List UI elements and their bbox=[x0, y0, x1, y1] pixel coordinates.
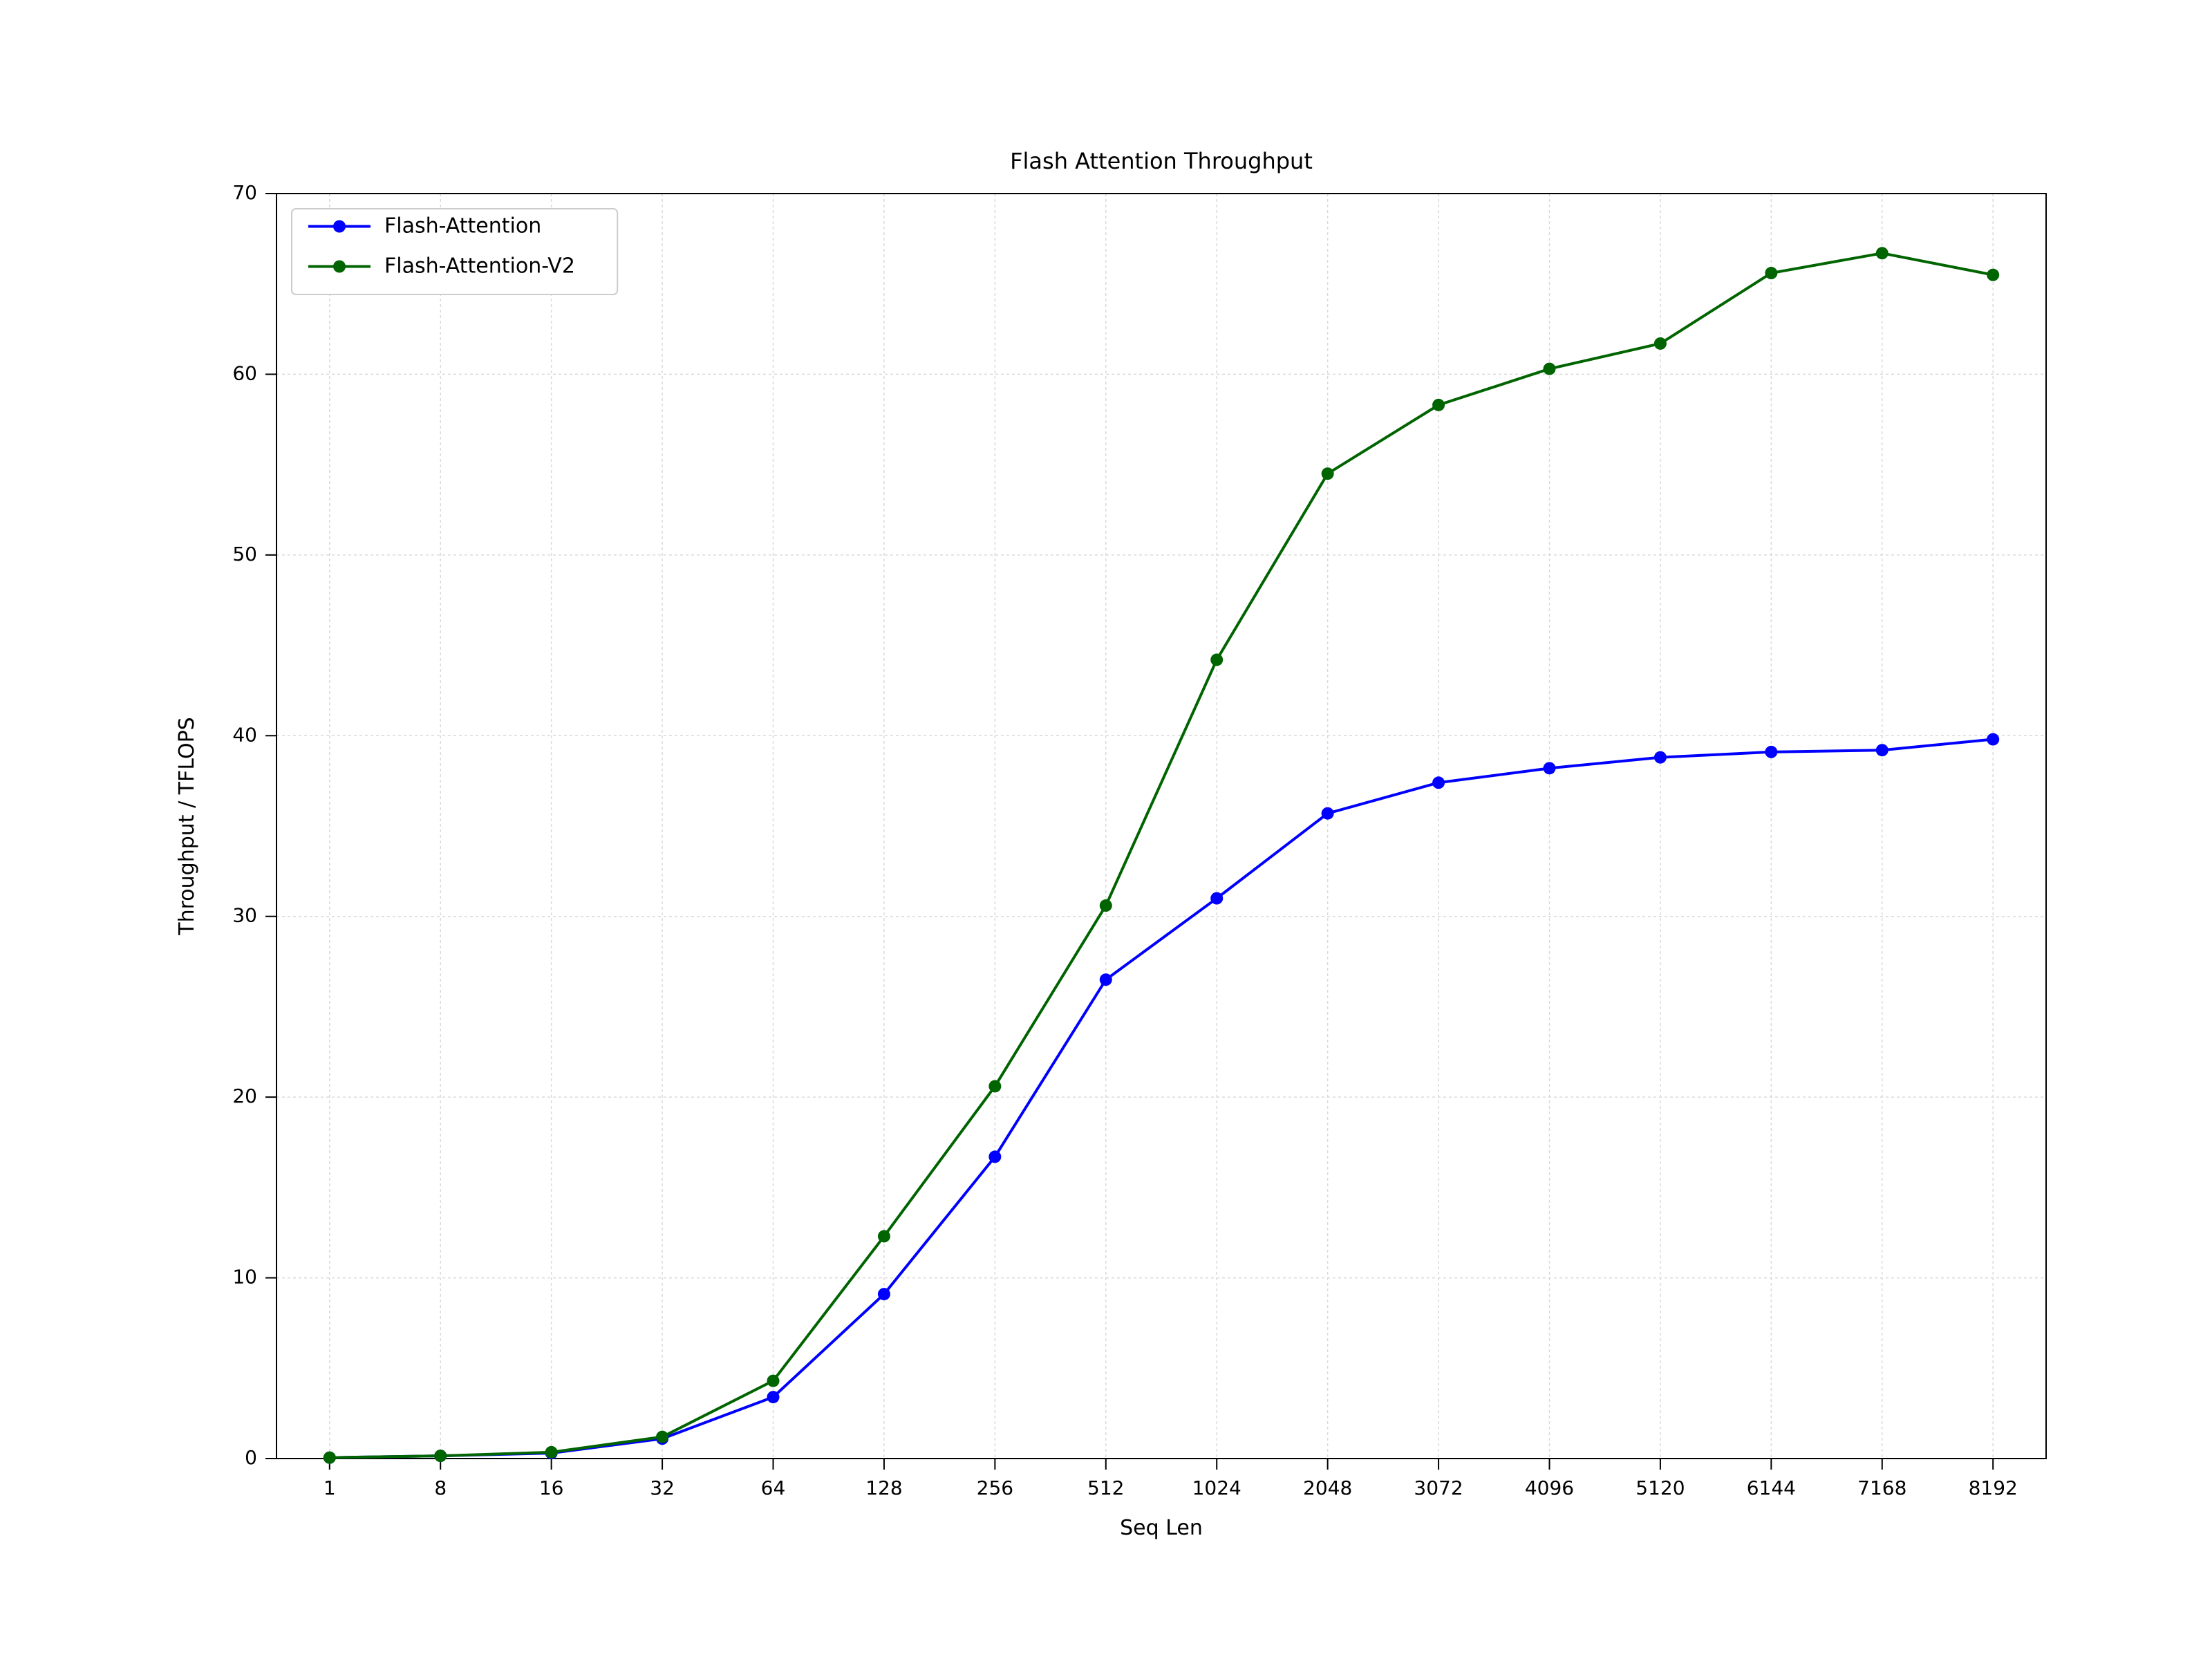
series-marker bbox=[1210, 653, 1223, 666]
legend-label: Flash-Attention bbox=[384, 214, 541, 238]
series-marker bbox=[1876, 744, 1888, 756]
x-tick-label: 1024 bbox=[1192, 1477, 1241, 1499]
x-tick-label: 3072 bbox=[1414, 1477, 1463, 1499]
y-axis-label: Throughput / TFLOPS bbox=[175, 717, 199, 935]
y-tick-label: 30 bbox=[232, 904, 257, 927]
series-marker bbox=[1654, 751, 1667, 764]
series-marker bbox=[1322, 807, 1334, 820]
series-marker bbox=[1543, 762, 1555, 774]
x-tick-label: 256 bbox=[977, 1477, 1013, 1499]
series-marker bbox=[988, 1080, 1001, 1092]
x-tick-label: 512 bbox=[1087, 1477, 1124, 1499]
series-marker bbox=[1876, 247, 1888, 259]
x-tick-label: 2048 bbox=[1303, 1477, 1352, 1499]
y-tick-label: 70 bbox=[232, 181, 257, 204]
legend: Flash-Attention Flash-Attention-V2 bbox=[292, 209, 617, 294]
series-marker bbox=[1432, 399, 1445, 411]
x-tick-label: 8 bbox=[434, 1477, 447, 1499]
series-marker bbox=[878, 1230, 890, 1242]
chart-title: Flash Attention Throughput bbox=[1010, 148, 1313, 174]
series-marker bbox=[1322, 467, 1334, 480]
y-tick-label: 0 bbox=[245, 1446, 257, 1469]
x-tick-label: 32 bbox=[650, 1477, 675, 1499]
legend-marker bbox=[333, 261, 346, 273]
y-tick-label: 10 bbox=[232, 1266, 257, 1288]
series-marker bbox=[1765, 746, 1777, 758]
x-tick-label: 7168 bbox=[1857, 1477, 1906, 1499]
y-tick-label: 40 bbox=[232, 723, 257, 746]
x-tick-label: 16 bbox=[539, 1477, 564, 1499]
series-marker bbox=[434, 1450, 447, 1462]
series-marker bbox=[1100, 973, 1112, 986]
x-tick-label: 64 bbox=[761, 1477, 786, 1499]
series-marker bbox=[324, 1452, 336, 1464]
series-marker bbox=[656, 1431, 668, 1443]
x-tick-label: 6144 bbox=[1747, 1477, 1796, 1499]
x-axis-label: Seq Len bbox=[1120, 1516, 1203, 1540]
y-tick-label: 50 bbox=[232, 543, 257, 565]
y-tick-label: 60 bbox=[232, 362, 257, 384]
series-marker bbox=[1543, 363, 1555, 375]
x-tick-label: 8192 bbox=[1969, 1477, 2018, 1499]
series-marker bbox=[1987, 733, 1999, 746]
y-tick-label: 20 bbox=[232, 1085, 257, 1107]
x-tick-label: 4096 bbox=[1525, 1477, 1574, 1499]
x-tick-label: 1 bbox=[324, 1477, 336, 1499]
series-marker bbox=[1654, 337, 1667, 350]
x-tick-label: 5120 bbox=[1635, 1477, 1685, 1499]
series-marker bbox=[1987, 269, 1999, 281]
line-chart-svg: 0 10 20 30 40 50 60 70 1 8 16 32 64 128 256 512 1024 2048… bbox=[0, 0, 2212, 1659]
series-marker bbox=[878, 1288, 890, 1300]
x-tick-label: 128 bbox=[865, 1477, 902, 1499]
legend-label: Flash-Attention-V2 bbox=[384, 254, 575, 279]
series-marker bbox=[1210, 892, 1223, 905]
series-marker bbox=[545, 1446, 558, 1459]
series-marker bbox=[1765, 267, 1777, 279]
series-marker bbox=[767, 1375, 780, 1387]
series-marker bbox=[767, 1391, 780, 1403]
series-marker bbox=[1432, 776, 1445, 789]
chart-container: 0 10 20 30 40 50 60 70 1 8 16 32 64 128 256 512 1024 2048… bbox=[0, 0, 2212, 1659]
series-marker bbox=[1100, 899, 1112, 912]
legend-marker bbox=[333, 221, 346, 233]
series-marker bbox=[988, 1150, 1001, 1163]
